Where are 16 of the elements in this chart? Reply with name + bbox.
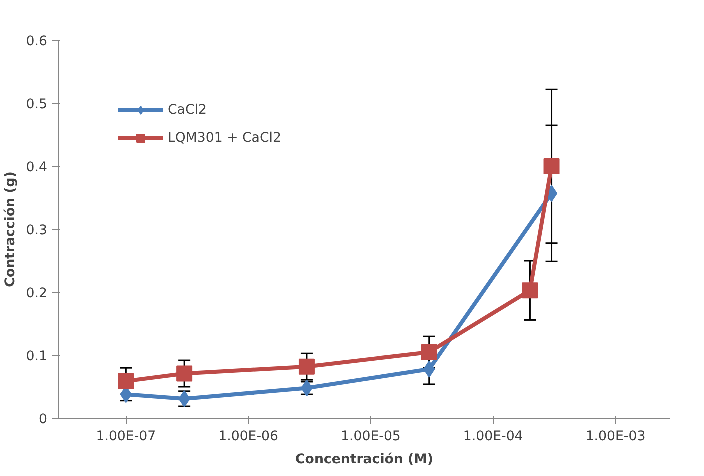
legend-label: CaCl2 bbox=[168, 102, 207, 118]
x-tick-label: 1.00E-05 bbox=[341, 430, 401, 444]
x-tick-label: 1.00E-07 bbox=[96, 430, 156, 444]
y-tick-label: 0.3 bbox=[26, 224, 48, 238]
x-tick-label: 1.00E-06 bbox=[218, 430, 279, 444]
y-tick-label: 0.1 bbox=[26, 350, 48, 364]
y-tick-label: 0.6 bbox=[26, 34, 48, 50]
x-tick-label: 1.00E-03 bbox=[586, 430, 646, 444]
y-tick-label: 0.4 bbox=[26, 160, 48, 176]
x-tick-label: 1.00E-04 bbox=[463, 430, 524, 444]
y-tick-label: 0.5 bbox=[26, 98, 48, 112]
y-axis-title: Contracción (g) bbox=[3, 172, 18, 288]
y-tick-label: 0 bbox=[39, 412, 48, 428]
x-axis-title: Concentración (M) bbox=[296, 452, 434, 468]
y-tick-label: 0.2 bbox=[26, 286, 48, 302]
legend-label: LQM301 + CaCl2 bbox=[168, 130, 282, 146]
